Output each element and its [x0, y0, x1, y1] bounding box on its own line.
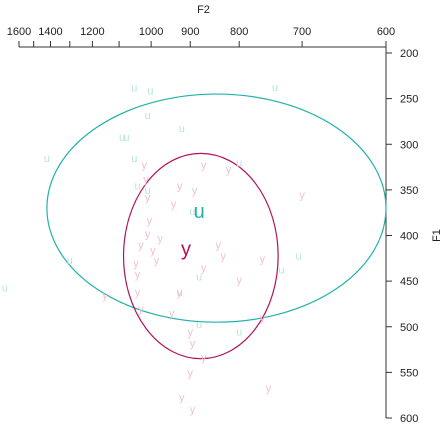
y-tick-label: 550 — [400, 367, 418, 379]
token-point-u: u — [177, 287, 183, 299]
x-tick-label: 1200 — [80, 26, 104, 38]
token-point-u: u — [236, 326, 242, 338]
x-tick-label: 1000 — [139, 26, 163, 38]
confidence-ellipse-y — [122, 152, 279, 360]
ellipse-layer — [46, 93, 387, 360]
token-point-y: y — [236, 274, 242, 286]
token-point-y: y — [141, 159, 147, 171]
token-point-y: y — [226, 164, 232, 176]
token-point-u: u — [67, 255, 73, 267]
centroid-label-y: y — [181, 238, 191, 260]
y-tick-label: 400 — [400, 231, 418, 243]
token-point-y: y — [102, 290, 108, 302]
x-tick-label: 1600 — [7, 26, 31, 38]
token-point-u: u — [196, 319, 202, 331]
token-point-y: y — [133, 258, 139, 270]
axes-layer: 1600 1400 1200 1000 900 800 700 600 F2 200 250 300 3… — [7, 4, 442, 425]
token-point-u: u — [119, 132, 125, 144]
token-point-y: y — [135, 287, 141, 299]
token-point-u: u — [145, 185, 151, 197]
token-point-y: y — [215, 240, 221, 252]
token-point-y: y — [266, 383, 272, 395]
token-point-y: y — [201, 262, 207, 274]
token-point-y: y — [221, 251, 227, 263]
centroid-label-u: u — [194, 201, 205, 223]
token-point-y: y — [190, 338, 196, 350]
token-point-u: u — [278, 264, 284, 276]
token-point-u: u — [179, 123, 185, 135]
x-tick-label: 700 — [293, 26, 311, 38]
confidence-ellipse-u — [46, 93, 387, 323]
token-point-u: u — [147, 85, 153, 97]
token-point-y: y — [260, 253, 266, 265]
token-point-u: u — [123, 132, 129, 144]
token-point-u: u — [272, 82, 278, 94]
x-axis-title: F2 — [197, 4, 210, 16]
token-point-y: y — [192, 185, 198, 197]
token-point-y: y — [169, 308, 175, 320]
token-point-u: u — [145, 110, 151, 122]
token-point-y: y — [201, 159, 207, 171]
token-point-y: y — [190, 404, 196, 416]
y-axis-title: F1 — [431, 229, 442, 242]
token-point-y: y — [188, 367, 194, 379]
token-point-u: u — [295, 251, 301, 263]
token-point-u: u — [189, 206, 195, 218]
token-point-y: y — [150, 245, 156, 257]
token-point-y: y — [171, 199, 177, 211]
x-tick-label: 600 — [377, 26, 395, 38]
token-point-y: y — [299, 189, 305, 201]
token-point-u: u — [131, 83, 137, 95]
token-point-u: u — [236, 158, 242, 170]
x-tick-label: 1400 — [38, 26, 62, 38]
y-tick-label: 500 — [400, 322, 418, 334]
token-point-y: y — [260, 313, 266, 325]
token-point-y: y — [177, 180, 183, 192]
y-tick-label: 450 — [400, 276, 418, 288]
y-tick-label: 350 — [400, 185, 418, 197]
token-point-y: y — [147, 215, 153, 227]
centroid-layer: uy — [181, 201, 205, 260]
token-point-y: y — [145, 192, 151, 204]
token-point-y: y — [157, 233, 163, 245]
y-tick-label: 250 — [400, 94, 418, 106]
token-point-y: y — [201, 352, 207, 364]
token-point-u: u — [135, 180, 141, 192]
token-point-y: y — [138, 240, 144, 252]
token-point-y: y — [154, 255, 160, 267]
token-point-y: y — [138, 304, 144, 316]
token-point-u: u — [44, 153, 50, 165]
token-point-y: y — [179, 392, 185, 404]
x-tick-label: 800 — [230, 26, 248, 38]
token-point-u: u — [196, 272, 202, 284]
token-point-y: y — [177, 287, 183, 299]
token-point-y: y — [135, 269, 141, 281]
token-point-y: y — [145, 229, 151, 241]
token-point-y: y — [188, 326, 194, 338]
y-tick-label: 300 — [400, 139, 418, 151]
x-tick-label: 900 — [181, 26, 199, 38]
token-point-y: y — [143, 174, 149, 186]
y-tick-label: 600 — [400, 413, 418, 425]
y-tick-label: 200 — [400, 48, 418, 60]
token-point-u: u — [131, 153, 137, 165]
token-point-u: u — [2, 283, 8, 295]
